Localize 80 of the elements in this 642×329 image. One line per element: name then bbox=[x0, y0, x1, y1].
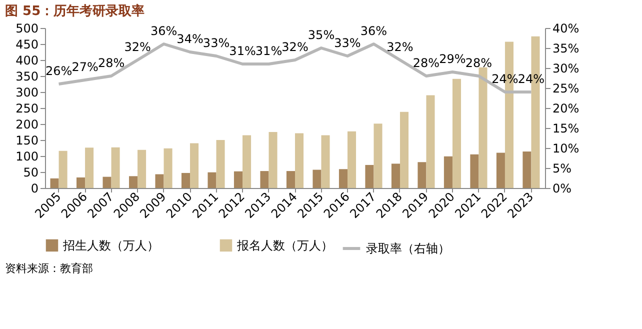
data-label: 31% bbox=[255, 44, 282, 58]
bar bbox=[338, 169, 348, 188]
data-label: 36% bbox=[150, 24, 178, 38]
bar bbox=[102, 176, 112, 188]
bar bbox=[58, 150, 68, 188]
bar bbox=[444, 156, 452, 188]
y2-tick-label: 15% bbox=[552, 122, 580, 136]
bar bbox=[478, 67, 488, 188]
y2-tick-label: 10% bbox=[552, 142, 580, 156]
bar bbox=[208, 172, 216, 188]
data-label: 34% bbox=[176, 32, 204, 46]
y-tick-label: 150 bbox=[16, 134, 38, 148]
bar bbox=[418, 162, 426, 188]
data-label: 28% bbox=[412, 56, 440, 70]
bar bbox=[312, 170, 322, 188]
bar bbox=[286, 171, 295, 188]
bar bbox=[452, 78, 462, 188]
chart-title: 图 55：历年考研录取率 bbox=[5, 3, 145, 19]
text: 资料来源：教育部 bbox=[5, 262, 93, 275]
data-label: 26% bbox=[45, 64, 72, 78]
data-label: 33% bbox=[202, 36, 230, 50]
bar bbox=[374, 124, 382, 188]
legend-label: 招生人数（万人） bbox=[62, 238, 159, 252]
bar bbox=[216, 140, 225, 188]
bar bbox=[181, 172, 190, 188]
bar bbox=[155, 174, 164, 188]
y2-tick-label: 20% bbox=[552, 102, 580, 116]
bar bbox=[426, 95, 435, 188]
bar bbox=[522, 152, 532, 188]
bar bbox=[242, 135, 252, 188]
data-label: 32% bbox=[386, 40, 414, 54]
bar bbox=[85, 148, 94, 188]
data-label: 33% bbox=[334, 36, 361, 50]
bar bbox=[400, 112, 409, 188]
bar bbox=[234, 171, 243, 188]
bar bbox=[50, 178, 59, 188]
y2-tick-label: 35% bbox=[552, 42, 580, 56]
data-label: 24% bbox=[492, 72, 518, 86]
bar bbox=[76, 177, 86, 188]
y-tick-label: 500 bbox=[16, 22, 38, 36]
data-label: 35% bbox=[308, 28, 335, 42]
y2-tick-label: 40% bbox=[552, 22, 580, 36]
bar bbox=[268, 132, 278, 188]
y-tick-label: 450 bbox=[16, 38, 38, 52]
bar bbox=[347, 131, 356, 188]
y-tick-label: 300 bbox=[16, 86, 38, 100]
bar bbox=[138, 150, 146, 188]
bar bbox=[496, 152, 505, 188]
legend-label: 录取率（右轴） bbox=[366, 242, 450, 256]
y2-tick-label: 0% bbox=[552, 182, 572, 196]
data-label: 29% bbox=[439, 52, 466, 66]
y-tick-label: 400 bbox=[16, 54, 38, 68]
y-tick-label: 50 bbox=[23, 166, 38, 180]
data-label: 27% bbox=[72, 60, 98, 74]
data-label: 32% bbox=[282, 40, 308, 54]
bar bbox=[190, 143, 199, 188]
data-label: 28% bbox=[98, 56, 125, 70]
bar bbox=[128, 176, 138, 188]
data-label: 36% bbox=[360, 24, 388, 38]
y-tick-label: 250 bbox=[16, 102, 38, 116]
bar bbox=[321, 135, 330, 188]
y-tick-label: 200 bbox=[16, 118, 38, 132]
data-label: 32% bbox=[124, 40, 151, 54]
data-label: 28% bbox=[465, 56, 492, 70]
y2-tick-label: 5% bbox=[552, 162, 572, 176]
y-tick-label: 0 bbox=[30, 182, 38, 196]
y-tick-label: 350 bbox=[16, 70, 38, 84]
data-label: 31% bbox=[229, 44, 256, 58]
bar bbox=[391, 164, 400, 188]
data-label: 24% bbox=[518, 72, 545, 86]
y2-tick-label: 25% bbox=[552, 82, 580, 96]
y-tick-label: 100 bbox=[16, 150, 38, 164]
bar bbox=[295, 133, 304, 188]
legend-label: 报名人数（万人） bbox=[236, 238, 333, 252]
bar bbox=[260, 171, 269, 188]
y2-tick-label: 30% bbox=[552, 62, 580, 76]
bar bbox=[470, 154, 479, 188]
bar bbox=[164, 148, 172, 188]
bar bbox=[365, 164, 374, 188]
bar bbox=[111, 147, 120, 188]
